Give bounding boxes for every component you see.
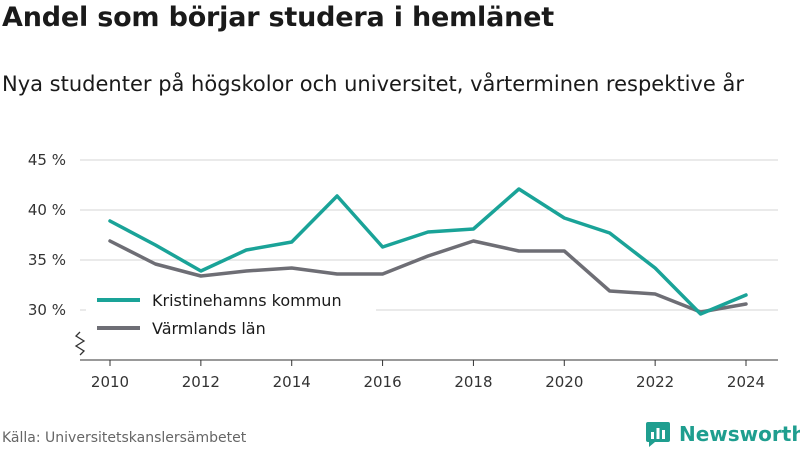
x-tick-label: 2018	[454, 373, 492, 391]
source-note: Källa: Universitetskanslersämbetet	[2, 430, 247, 446]
axis-break-icon	[74, 331, 86, 356]
y-axis-labels: 30 % 35 % 40 % 45 %	[28, 151, 66, 319]
x-tick-label: 2020	[545, 373, 583, 391]
y-tick-label: 40 %	[28, 201, 66, 219]
series-lines	[108, 187, 748, 316]
legend: Kristinehamns kommun Värmlands län	[86, 284, 376, 344]
x-axis: 2010 2012 2014 2016 2018 2020 2022 2024	[80, 359, 778, 391]
axis-break-zigzag	[74, 331, 86, 356]
brand-name: Newsworthy	[679, 422, 800, 446]
x-tick-label: 2016	[363, 373, 401, 391]
line-chart: 30 % 35 % 40 % 45 % 2010 2012 2014 2016 2018 202…	[28, 151, 778, 391]
chart-subtitle: Nya studenter på högskolor och universit…	[2, 72, 744, 96]
y-tick-label: 30 %	[28, 301, 66, 319]
legend-background	[86, 284, 376, 344]
chart-title: Andel som börjar studera i hemlänet	[2, 2, 554, 33]
series-line	[108, 187, 748, 316]
x-tick-label: 2010	[91, 373, 129, 391]
legend-label: Kristinehamns kommun	[152, 291, 342, 310]
y-tick-label: 45 %	[28, 151, 66, 169]
x-tick-label: 2012	[182, 373, 220, 391]
x-tick-label: 2024	[727, 373, 765, 391]
series-line	[108, 239, 748, 314]
y-tick-label: 35 %	[28, 251, 66, 269]
x-tick-label: 2014	[273, 373, 311, 391]
x-tick-label: 2022	[636, 373, 674, 391]
brand-logo: Newsworthy	[645, 420, 800, 448]
bar-chart-logo-icon	[646, 422, 670, 447]
legend-label: Värmlands län	[152, 319, 266, 338]
